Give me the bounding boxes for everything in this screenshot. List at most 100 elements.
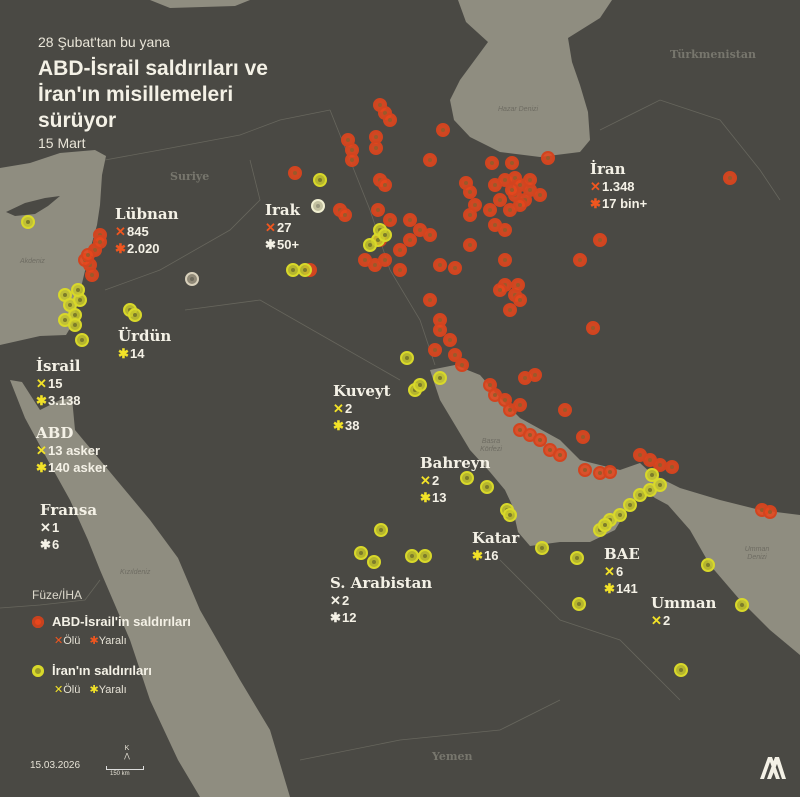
iran-strike-marker-center (438, 376, 442, 380)
killed-count: 1 (52, 520, 60, 535)
wounded-count: 2.020 (127, 241, 160, 256)
us-israel-strike-marker-center (493, 223, 497, 227)
country-block: BAE ✕6 ✱141 (604, 545, 640, 597)
us-israel-strike-marker-center (90, 273, 94, 277)
wounded-count: 50+ (277, 237, 300, 252)
us-israel-strike-marker-center (493, 393, 497, 397)
asterisk-icon: ✱ (330, 610, 341, 625)
us-israel-strike-marker-center (98, 240, 102, 244)
yellow-marker-icon (32, 664, 44, 677)
country-block: S. Arabistan ✕2 ✱12 (330, 574, 432, 626)
us-israel-strike-marker-center (598, 471, 602, 475)
country-block: İsrail ✕15 ✱3.138 (36, 357, 81, 409)
label-suriye: Suriye (170, 170, 210, 183)
us-israel-strike-marker-center (533, 373, 537, 377)
country-block: Kuveyt ✕2 ✱38 (333, 382, 391, 434)
killed-count: 2 (663, 613, 671, 628)
wounded-count: 12 (342, 610, 357, 625)
us-israel-strike-marker-center (498, 288, 502, 292)
country-block: ABD ✕13 asker ✱140 asker (36, 424, 107, 476)
iran-strike-marker-center (648, 488, 652, 492)
asterisk-icon: ✱ (36, 460, 47, 475)
us-israel-strike-marker-center (473, 203, 477, 207)
us-israel-strike-marker-center (558, 453, 562, 457)
us-israel-strike-marker-center (398, 268, 402, 272)
iran-strike-marker-center (68, 303, 72, 307)
x-icon: ✕ (40, 520, 51, 535)
iran-strike-marker-center (318, 178, 322, 182)
wounded-count: 38 (345, 418, 360, 433)
legend-killed: Ölü (63, 684, 81, 696)
iran-strike-marker-center (465, 476, 469, 480)
us-israel-strike-marker-center (578, 258, 582, 262)
us-israel-strike-marker-center (503, 178, 507, 182)
us-israel-strike-marker-center (388, 118, 392, 122)
iran-strike-marker-center (376, 238, 380, 242)
asterisk-icon: ✱ (333, 418, 344, 433)
scale-label: 150 km (110, 771, 130, 777)
country-block: Umman ✕2 (651, 594, 716, 629)
us-israel-strike-marker-center (343, 213, 347, 217)
subtitle: 28 Şubat'tan bu yana (38, 34, 170, 50)
killed-count: 13 asker (48, 443, 101, 458)
iran-strike-marker-center (706, 563, 710, 567)
iran-strike-marker-center (650, 473, 654, 477)
wounded-count: 6 (52, 537, 60, 552)
us-israel-strike-marker-center (510, 161, 514, 165)
orange-marker-icon (32, 615, 44, 628)
legend-killed: Ölü (63, 635, 81, 647)
country-block: Irak ✕27 ✱50+ (265, 201, 300, 253)
us-israel-strike-marker-center (490, 161, 494, 165)
iran-strike-marker-center (359, 551, 363, 555)
sea-label-kizildeniz: Kızıldeniz (120, 569, 151, 576)
strike-markers (21, 98, 777, 677)
us-israel-strike-marker-center (408, 218, 412, 222)
x-icon: ✕ (604, 564, 615, 579)
x-icon: ✕ (115, 224, 126, 239)
persian-gulf-and-arabian-sea (430, 365, 800, 655)
us-israel-strike-marker-center (453, 266, 457, 270)
us-israel-strike-marker-center (383, 258, 387, 262)
country-name: Katar (472, 529, 520, 547)
label-yemen: Yemen (432, 750, 473, 763)
us-israel-strike-marker-center (518, 298, 522, 302)
legend-item-iran: İran'ın saldırıları ✕Ölü ✱Yaralı (32, 662, 152, 696)
strike-marker-center (316, 204, 320, 208)
us-israel-strike-marker-center (518, 183, 522, 187)
us-israel-strike-marker-center (648, 458, 652, 462)
country-name: BAE (604, 545, 640, 563)
iran-strike-marker-center (540, 546, 544, 550)
x-icon: ✕ (36, 443, 47, 458)
us-israel-strike-marker-center (538, 193, 542, 197)
us-israel-strike-marker-center (448, 338, 452, 342)
us-israel-strike-marker-center (398, 248, 402, 252)
us-israel-strike-marker-center (373, 263, 377, 267)
country-name: Kuveyt (333, 382, 391, 400)
footer-date: 15.03.2026 (30, 760, 81, 771)
us-israel-strike-marker-center (670, 465, 674, 469)
iran-strike-marker-center (410, 554, 414, 558)
asterisk-icon: ✱ (472, 548, 483, 563)
us-israel-strike-marker-center (460, 363, 464, 367)
asterisk-icon: ✱ (604, 581, 615, 596)
x-icon: ✕ (36, 376, 47, 391)
country-name: Lübnan (115, 205, 179, 223)
aa-logo-icon (760, 757, 786, 779)
us-israel-strike-marker-center (498, 198, 502, 202)
country-name: İsrail (36, 357, 81, 375)
label-turkmenistan: Türkmenistan (670, 48, 756, 61)
wounded-count: 140 asker (48, 460, 108, 475)
us-israel-strike-marker-center (464, 181, 468, 185)
country-block: Bahreyn ✕2 ✱13 (420, 454, 490, 506)
asterisk-icon: ✱ (420, 490, 431, 505)
us-israel-strike-marker-center (383, 111, 387, 115)
us-israel-strike-marker-center (374, 146, 378, 150)
us-israel-strike-marker-center (548, 448, 552, 452)
us-israel-strike-marker-center (293, 171, 297, 175)
country-name: Umman (651, 594, 717, 612)
iran-strike-marker-center (63, 293, 67, 297)
sea-label-hazar: Hazar Denizi (498, 106, 539, 113)
iran-strike-marker-center (78, 298, 82, 302)
iran-strike-marker-center (73, 313, 77, 317)
